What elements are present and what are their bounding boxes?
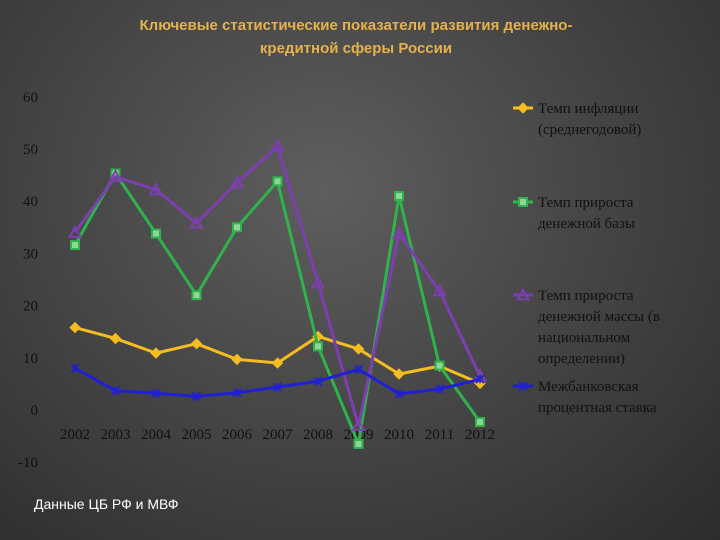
data-point [190, 337, 203, 350]
y-tick-label: 40 [23, 194, 38, 210]
x-tick-label: 2011 [425, 427, 454, 443]
y-tick-label: 0 [31, 403, 39, 419]
legend-label: Межбанковская [538, 379, 639, 395]
data-point [313, 376, 323, 386]
series-line [74, 366, 481, 398]
legend-swatch-marker [518, 381, 528, 391]
data-point [351, 418, 366, 432]
legend-label: Темп прироста [538, 288, 634, 304]
legend-swatch-marker [518, 197, 528, 207]
data-point [191, 391, 202, 401]
data-point [232, 222, 242, 233]
legend-swatch-marker [515, 287, 531, 301]
legend-label: национальном [538, 330, 631, 346]
data-point [434, 360, 445, 371]
series-line [73, 144, 482, 428]
data-point [191, 290, 202, 301]
data-point [270, 138, 285, 152]
data-point [70, 240, 80, 251]
x-tick-label: 2006 [222, 427, 253, 443]
chart-title: Ключевые статистические показатели разви… [0, 14, 712, 60]
data-point [151, 388, 161, 398]
legend-label: Темп прироста [538, 195, 634, 211]
data-point [310, 275, 326, 289]
x-tick-label: 2004 [141, 427, 172, 443]
x-tick-label: 2012 [465, 427, 495, 443]
series-4 [70, 363, 485, 401]
x-tick-label: 2010 [384, 427, 414, 443]
legend-swatch-marker [517, 102, 529, 114]
legend-label: определении) [538, 351, 625, 367]
y-tick-label: 30 [23, 246, 38, 262]
series-line [74, 326, 481, 385]
legend-entry-2: Темп прироста денежной базы [513, 195, 635, 232]
data-point [70, 363, 80, 373]
data-point [231, 353, 243, 366]
data-point [394, 190, 404, 201]
data-point [353, 364, 364, 374]
data-point [69, 321, 81, 334]
x-tick-label: 2003 [101, 427, 131, 443]
legend-label: (среднегодовой) [538, 122, 641, 138]
data-point [232, 388, 242, 398]
legend-label: денежной базы [538, 216, 635, 232]
legend-entry-4: Межбанковская процентная ставка [513, 379, 657, 416]
y-tick-label: 50 [23, 142, 38, 158]
data-point [475, 374, 485, 384]
data-point [272, 176, 283, 187]
data-point [151, 228, 161, 239]
data-point [108, 169, 123, 183]
data-source-note: Данные ЦБ РФ и МВФ [34, 496, 179, 512]
y-tick-label: 20 [23, 299, 38, 315]
series-2 [70, 168, 485, 449]
data-point [272, 382, 283, 392]
data-point [394, 389, 404, 399]
data-point [432, 283, 447, 297]
data-point [150, 347, 162, 359]
y-tick-label: 10 [23, 351, 38, 367]
data-point [313, 341, 323, 352]
y-tick-label: 60 [23, 90, 38, 106]
x-tick-label: 2007 [263, 427, 294, 443]
data-point [271, 357, 284, 369]
axis-layer: -10 0 10 20 30 40 50 60 2002 2003 2004 2005 2006 2007… [18, 90, 495, 471]
data-point [352, 343, 365, 355]
legend-label: процентная ставка [538, 400, 657, 416]
data-point [229, 175, 245, 189]
series-layer [67, 138, 488, 449]
data-point [189, 215, 204, 229]
data-point [434, 384, 445, 394]
chart-title-line-1: Ключевые статистические показатели разви… [139, 17, 573, 34]
series-1 [69, 321, 486, 390]
x-tick-label: 2005 [182, 427, 212, 443]
data-point [67, 224, 83, 238]
x-tick-label: 2008 [303, 427, 333, 443]
data-point [109, 332, 122, 345]
series-3 [67, 138, 488, 432]
data-point [353, 438, 364, 449]
legend-entry-3: Темп прироста денежной массы (в национальн… [513, 287, 660, 367]
legend-layer: Темп инфляции (среднегодовой) Темп прирост… [513, 101, 660, 416]
series-line [73, 172, 482, 446]
x-tick-label: 2002 [60, 427, 90, 443]
data-point [110, 386, 121, 396]
data-point [475, 417, 485, 428]
legend-label: денежной массы (в [538, 309, 660, 325]
data-point [393, 368, 405, 380]
legend-entry-1: Темп инфляции (среднегодовой) [513, 101, 641, 138]
data-point [391, 226, 407, 239]
chart-title-line-2: кредитной сферы России [259, 40, 453, 57]
data-point [148, 182, 164, 196]
y-tick-label: -10 [18, 455, 38, 471]
legend-label: Темп инфляции [538, 101, 638, 117]
